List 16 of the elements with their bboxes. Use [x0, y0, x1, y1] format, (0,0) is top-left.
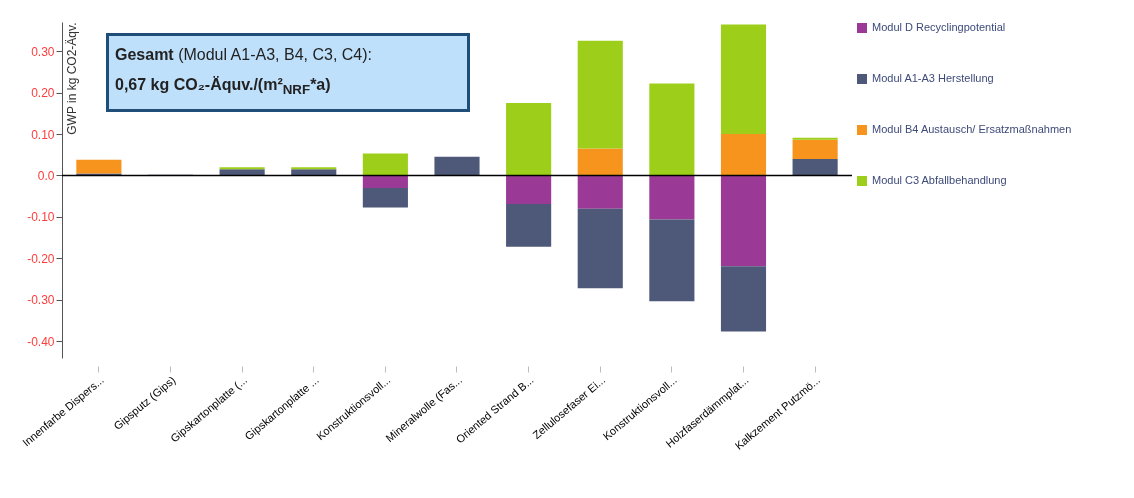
y-tick-label: 0.0 [37, 168, 55, 183]
legend-label: Modul A1-A3 Herstellung [872, 72, 994, 84]
y-tick-label: 0.10 [31, 127, 55, 142]
legend-label: Modul B4 Austausch/ Ersatzmaßnahmen [872, 123, 1072, 135]
y-tick-label: -0.40 [27, 334, 55, 349]
legend-label: Modul D Recyclingpotential [872, 21, 1006, 33]
callout-box: Gesamt (Modul A1-A3, B4, C3, C4): 0,67 kg CO₂-Äquv./(m²$_{NRF}$*a) [106, 33, 470, 113]
y-tick-label: -0.30 [27, 293, 55, 308]
y-tick-label: -0.20 [27, 251, 55, 266]
y-tick-label: 0.30 [31, 44, 55, 59]
y-tick-label: -0.10 [27, 210, 55, 225]
annotation: Gesamt (Modul A1-A3, B4, C3, C4): [115, 46, 373, 63]
y-tick-label: 0.20 [31, 86, 55, 101]
y-axis-title: GWP in kg CO2-Äqv. [64, 22, 79, 135]
legend-label: Modul C3 Abfallbehandlung [872, 174, 1007, 186]
annotation: 0,67 kg CO₂-Äquv./(m²$_{NRF}$*a) [115, 75, 332, 100]
